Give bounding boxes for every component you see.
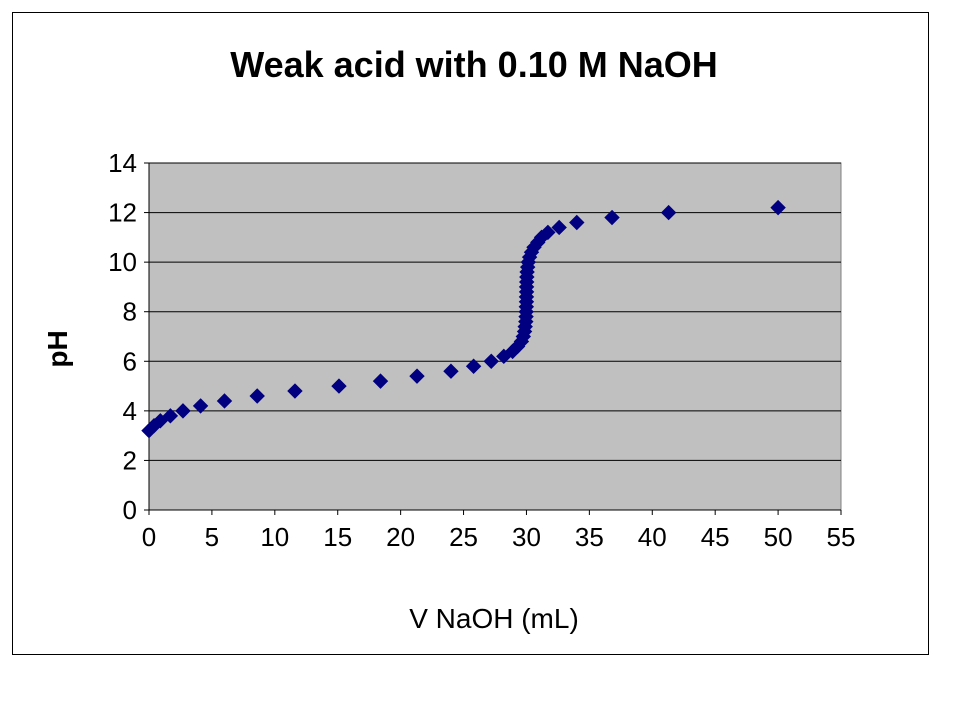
data-point xyxy=(192,398,209,414)
y-tick-label: 14 xyxy=(108,148,137,178)
y-tick-label: 0 xyxy=(123,495,137,525)
y-tick-label: 2 xyxy=(123,445,137,475)
y-tick-label: 12 xyxy=(108,198,137,228)
x-tick-label: 20 xyxy=(386,522,415,552)
x-tick-label: 55 xyxy=(827,522,856,552)
x-axis-label: V NaOH (mL) xyxy=(409,603,579,634)
data-point xyxy=(216,393,233,409)
x-tick-label: 10 xyxy=(260,522,289,552)
x-tick-label: 35 xyxy=(575,522,604,552)
data-point xyxy=(551,219,567,236)
chart-frame: Weak acid with 0.10 M NaOH 0 2 4 6 8 10 12 14 0 5… xyxy=(12,12,929,655)
x-tick-label: 15 xyxy=(323,522,352,552)
y-tick-label: 4 xyxy=(123,396,137,426)
data-point xyxy=(152,413,169,429)
data-point xyxy=(175,403,191,419)
y-tick-label: 6 xyxy=(123,346,137,376)
data-point xyxy=(604,209,620,226)
data-point xyxy=(331,378,347,394)
data-point xyxy=(465,358,482,374)
y-tick-label: 10 xyxy=(108,247,137,277)
x-tick-label: 45 xyxy=(701,522,730,552)
plot-area xyxy=(148,162,842,511)
data-point xyxy=(770,199,786,216)
chart-title: Weak acid with 0.10 M NaOH xyxy=(230,44,718,85)
x-tick-label: 50 xyxy=(764,522,793,552)
data-point xyxy=(249,388,265,404)
data-point xyxy=(409,368,425,384)
data-point xyxy=(372,373,389,389)
data-point xyxy=(660,204,677,221)
x-tick-label: 30 xyxy=(512,522,541,552)
data-point xyxy=(483,353,499,369)
y-axis-label: pH xyxy=(42,330,73,367)
x-tick-label: 25 xyxy=(449,522,478,552)
data-point xyxy=(162,408,179,424)
y-tick-label: 8 xyxy=(123,297,137,327)
chart-svg: Weak acid with 0.10 M NaOH 0 2 4 6 8 10 12 14 0 5… xyxy=(42,44,855,634)
x-tick-label: 0 xyxy=(142,522,156,552)
plot-layer: 0 2 4 6 8 10 12 14 0 5 10 15 20 25 30 35 40 45 50 55 xyxy=(108,148,855,552)
x-tick-label: 5 xyxy=(205,522,219,552)
x-tick-label: 40 xyxy=(638,522,667,552)
data-point xyxy=(287,383,303,399)
data-point xyxy=(540,224,556,241)
data-point xyxy=(443,363,459,379)
data-point xyxy=(569,214,585,231)
